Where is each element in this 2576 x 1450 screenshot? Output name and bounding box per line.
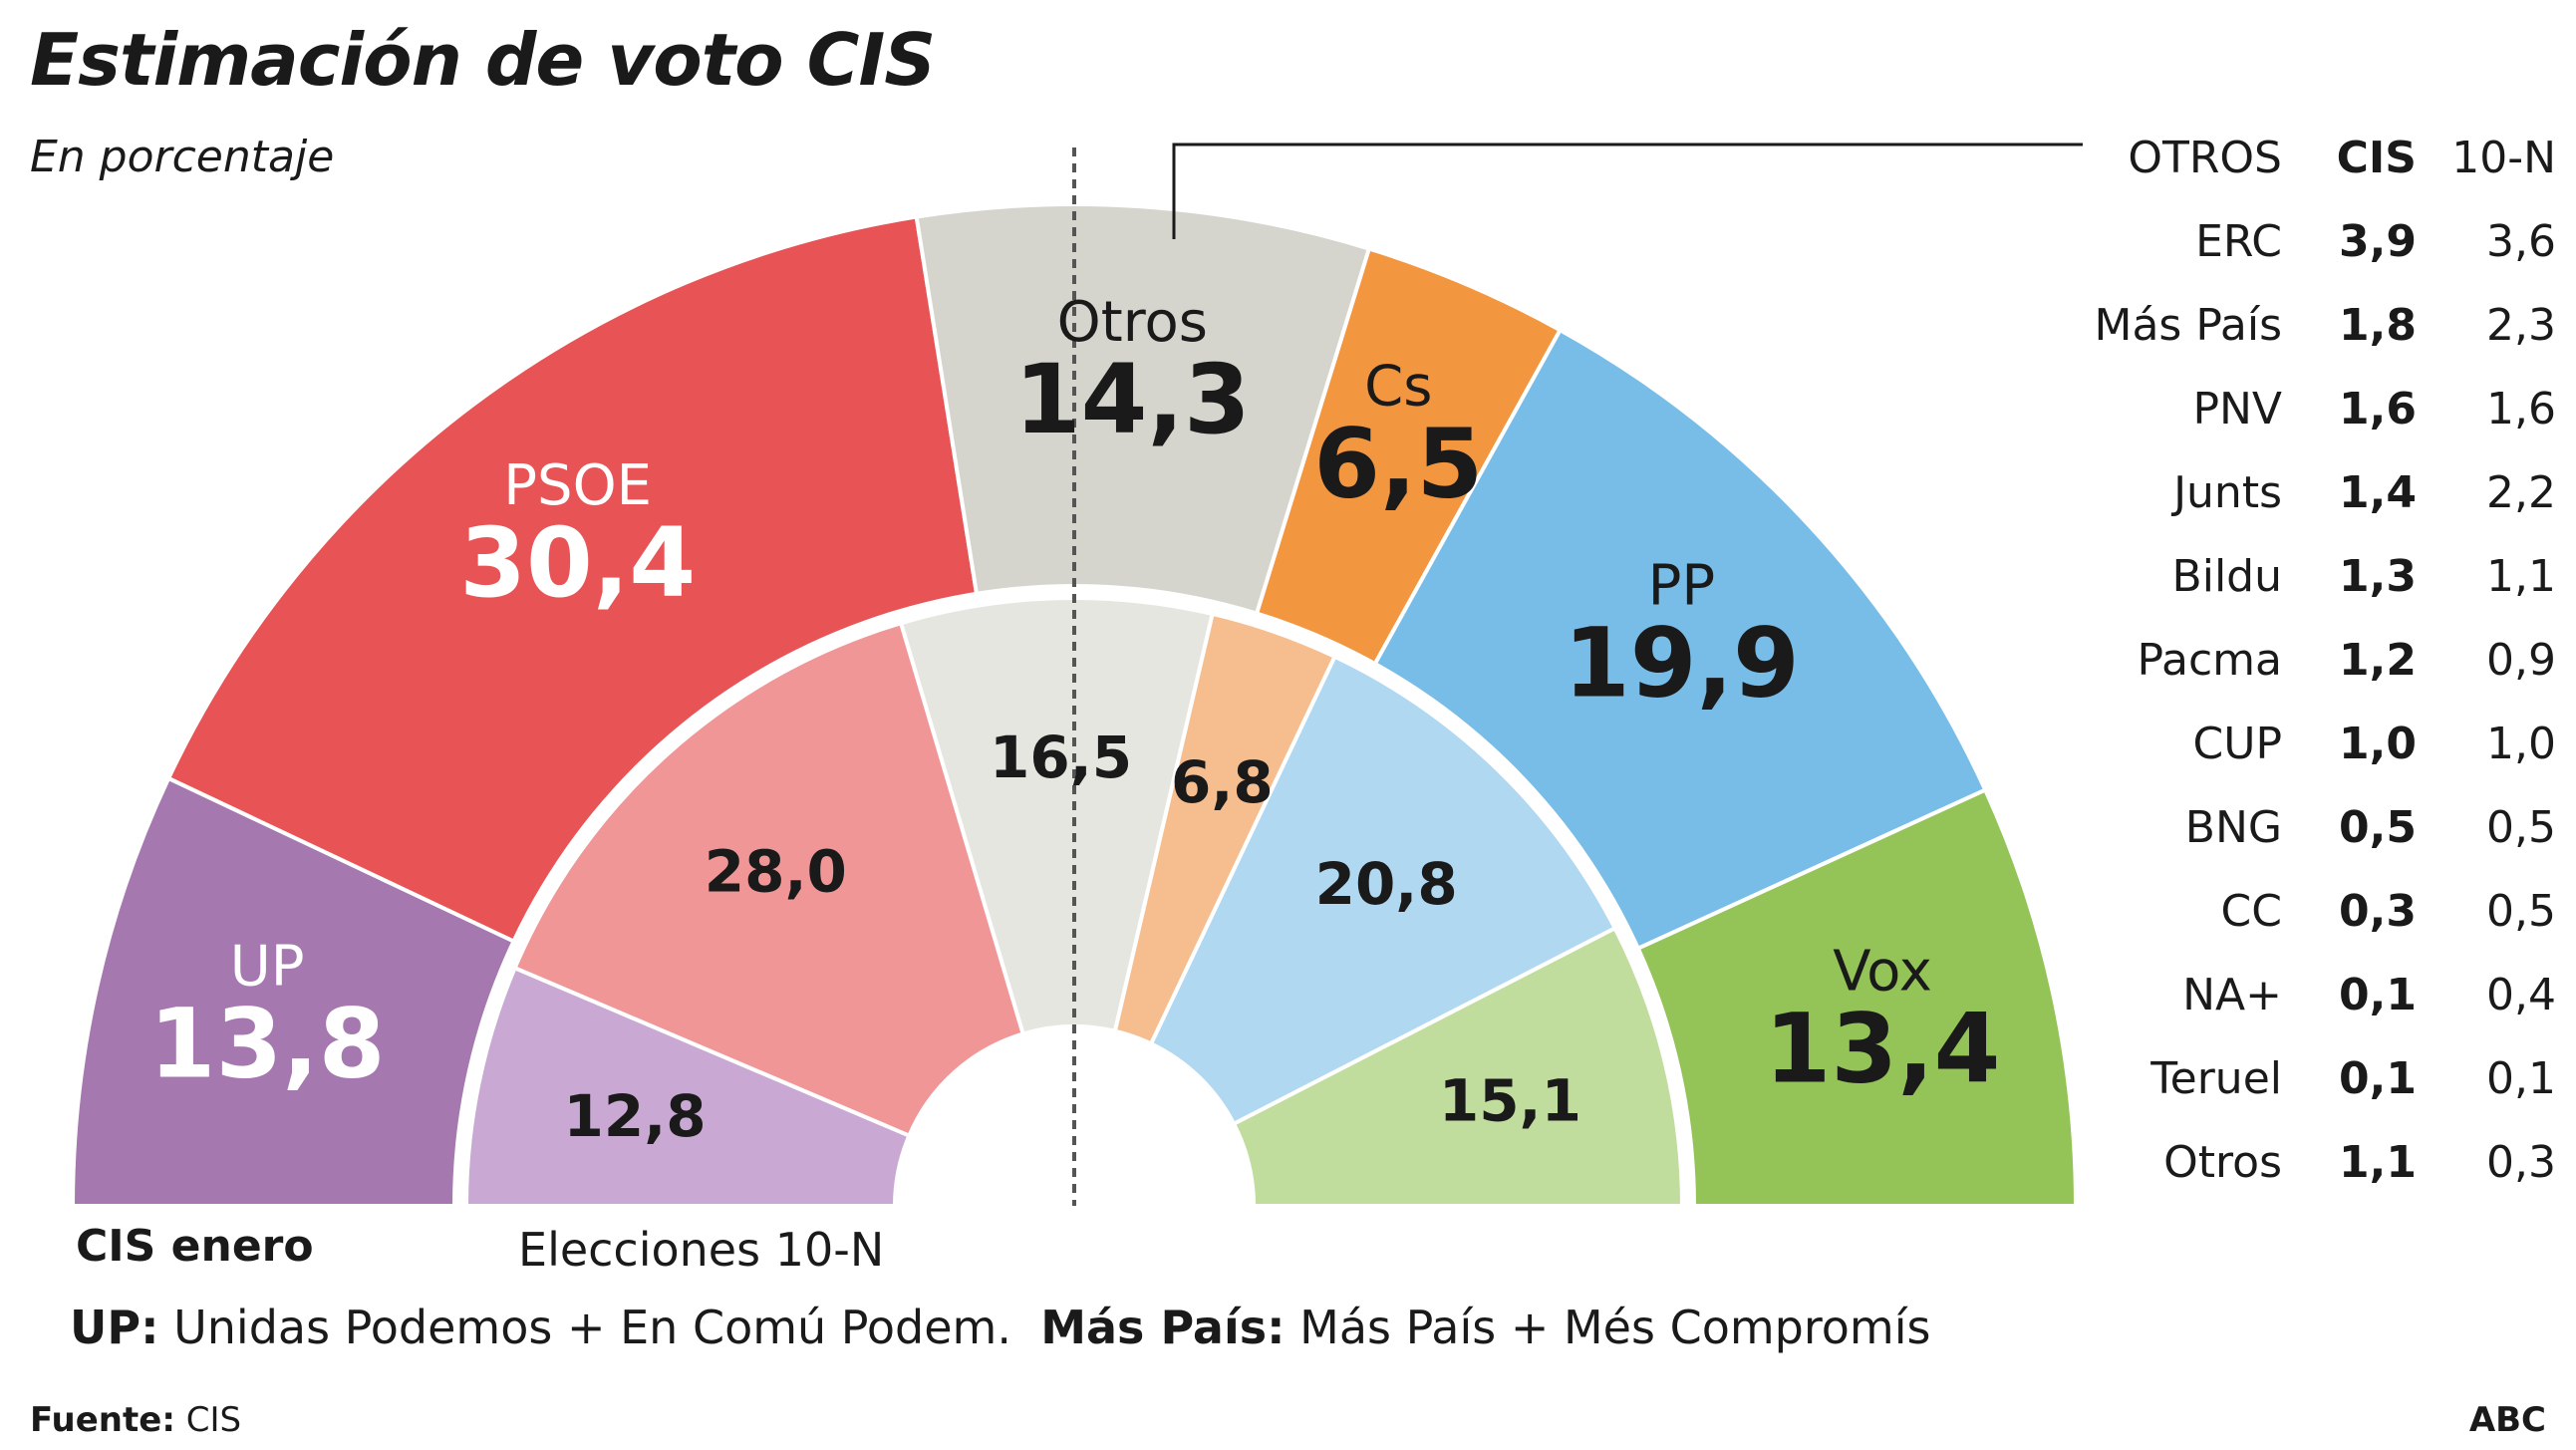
row-cis-value: 1,6 [2339,384,2417,435]
row-cis-value: 1,1 [2339,1137,2417,1188]
inner-slice-otros [898,596,1216,1036]
inner-ring-caption: Elecciones 10-N [518,1223,885,1277]
row-cis-value: 3,9 [2339,216,2417,267]
row-10n-value: 0,5 [2486,886,2556,937]
outer-label-name-otros: Otros [1057,290,1208,355]
outer-label-name-pp: PP [1648,554,1716,619]
table-header-row: OTROS CIS 10-N [2053,117,2556,200]
source-key: Fuente: [30,1400,175,1440]
row-10n-value: 2,3 [2486,300,2556,351]
row-party-name: Junts [2173,467,2282,518]
note-mp-text: Más País + Més Compromís [1285,1301,1931,1354]
inner-slice-psoe [512,620,1026,1139]
row-10n-value: 0,5 [2486,802,2556,853]
row-party-name: BNG [2184,802,2282,853]
outer-label-value-psoe: 30,4 [459,507,696,619]
row-10n-value: 1,1 [2486,551,2556,602]
table-row: ERC 3,9 3,6 [2053,200,2556,284]
outer-ring-caption: CIS enero [76,1221,314,1272]
inner-label-value-pp: 20,8 [1315,850,1458,918]
row-cis-value: 1,3 [2339,551,2417,602]
chart-subtitle: En porcentaje [30,132,335,182]
row-party-name: Pacma [2137,635,2282,686]
table-row: BNG 0,5 0,5 [2053,786,2556,870]
note-up-text: Unidas Podemos + En Comú Podem. [158,1301,1011,1354]
row-10n-value: 1,0 [2486,719,2556,769]
outer-label-name-up: UP [230,934,305,999]
row-party-name: PNV [2192,384,2282,435]
source-text: CIS [174,1400,242,1440]
row-cis-value: 0,1 [2339,1053,2417,1104]
row-party-name: Teruel [2150,1053,2282,1104]
chart-title: Estimación de voto CIS [30,18,936,102]
row-10n-value: 3,6 [2486,216,2556,267]
row-cis-value: 1,8 [2339,300,2417,351]
table-row: Más País 1,8 2,3 [2053,284,2556,368]
outer-label-name-psoe: PSOE [503,453,652,518]
row-party-name: NA+ [2182,970,2282,1020]
row-party-name: Otros [2163,1137,2282,1188]
outer-label-value-cs: 6,5 [1313,408,1483,519]
row-party-name: Más País [2094,300,2282,351]
row-party-name: ERC [2195,216,2282,267]
table-row: NA+ 0,1 0,4 [2053,954,2556,1037]
outer-label-name-vox: Vox [1833,940,1932,1005]
row-10n-value: 1,6 [2486,384,2556,435]
footnote: UP: Unidas Podemos + En Comú Podem. Más … [70,1301,1930,1354]
outer-label-value-pp: 19,9 [1564,608,1800,720]
source-credit: Fuente: CIS [30,1400,241,1440]
note-up-key: UP: [70,1301,159,1354]
row-cis-value: 1,0 [2339,719,2417,769]
row-cis-value: 0,5 [2339,802,2417,853]
table-row: CC 0,3 0,5 [2053,870,2556,954]
table-row: Pacma 1,2 0,9 [2053,619,2556,703]
inner-slice-vox [1231,925,1685,1208]
row-cis-value: 1,4 [2339,467,2417,518]
row-cis-value: 0,3 [2339,886,2417,937]
header-otros: OTROS [2128,133,2282,183]
outer-label-value-vox: 13,4 [1765,994,2001,1105]
inner-ring-10n [463,596,1685,1208]
otros-leader-line [1172,143,2083,239]
row-party-name: Bildu [2171,551,2282,602]
row-10n-value: 0,9 [2486,635,2556,686]
inner-label-value-otros: 16,5 [990,724,1132,791]
row-party-name: CC [2220,886,2282,937]
inner-label-value-cs: 6,8 [1171,748,1274,816]
table-row: PNV 1,6 1,6 [2053,368,2556,451]
inner-label-value-vox: 15,1 [1439,1066,1581,1134]
inner-label-value-psoe: 28,0 [705,837,847,905]
header-10n: 10-N [2451,133,2556,183]
table-row: Otros 1,1 0,3 [2053,1121,2556,1205]
others-table-body: ERC 3,9 3,6 Más País 1,8 2,3 PNV 1,6 1,6 Junts 1,4… [2053,200,2556,1205]
table-row: Junts 1,4 2,2 [2053,451,2556,535]
outer-label-name-cs: Cs [1364,354,1432,419]
row-10n-value: 0,1 [2486,1053,2556,1104]
inner-slice-up [463,965,912,1208]
row-cis-value: 1,2 [2339,635,2417,686]
others-breakdown-table: OTROS CIS 10-N ERC 3,9 3,6 Más País 1,8 2,3 PN… [2053,117,2556,1205]
outer-ring-cis [70,202,2079,1208]
row-10n-value: 0,3 [2486,1137,2556,1188]
brand-logo-text: ABC [2468,1400,2546,1440]
row-10n-value: 2,2 [2486,467,2556,518]
row-10n-value: 0,4 [2486,970,2556,1020]
inner-slice-pp [1148,654,1618,1127]
header-cis: CIS [2336,133,2417,183]
inner-label-value-up: 12,8 [564,1082,707,1150]
row-party-name: CUP [2192,719,2282,769]
table-row: Teruel 0,1 0,1 [2053,1037,2556,1121]
table-row: CUP 1,0 1,0 [2053,703,2556,786]
note-mp-key: Más País: [1040,1301,1286,1354]
table-row: Bildu 1,3 1,1 [2053,535,2556,619]
row-cis-value: 0,1 [2339,970,2417,1020]
outer-label-value-otros: 14,3 [1014,344,1251,455]
outer-label-value-up: 13,8 [149,988,386,1099]
